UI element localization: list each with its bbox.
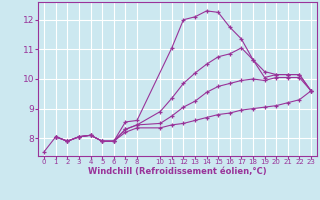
X-axis label: Windchill (Refroidissement éolien,°C): Windchill (Refroidissement éolien,°C) [88,167,267,176]
